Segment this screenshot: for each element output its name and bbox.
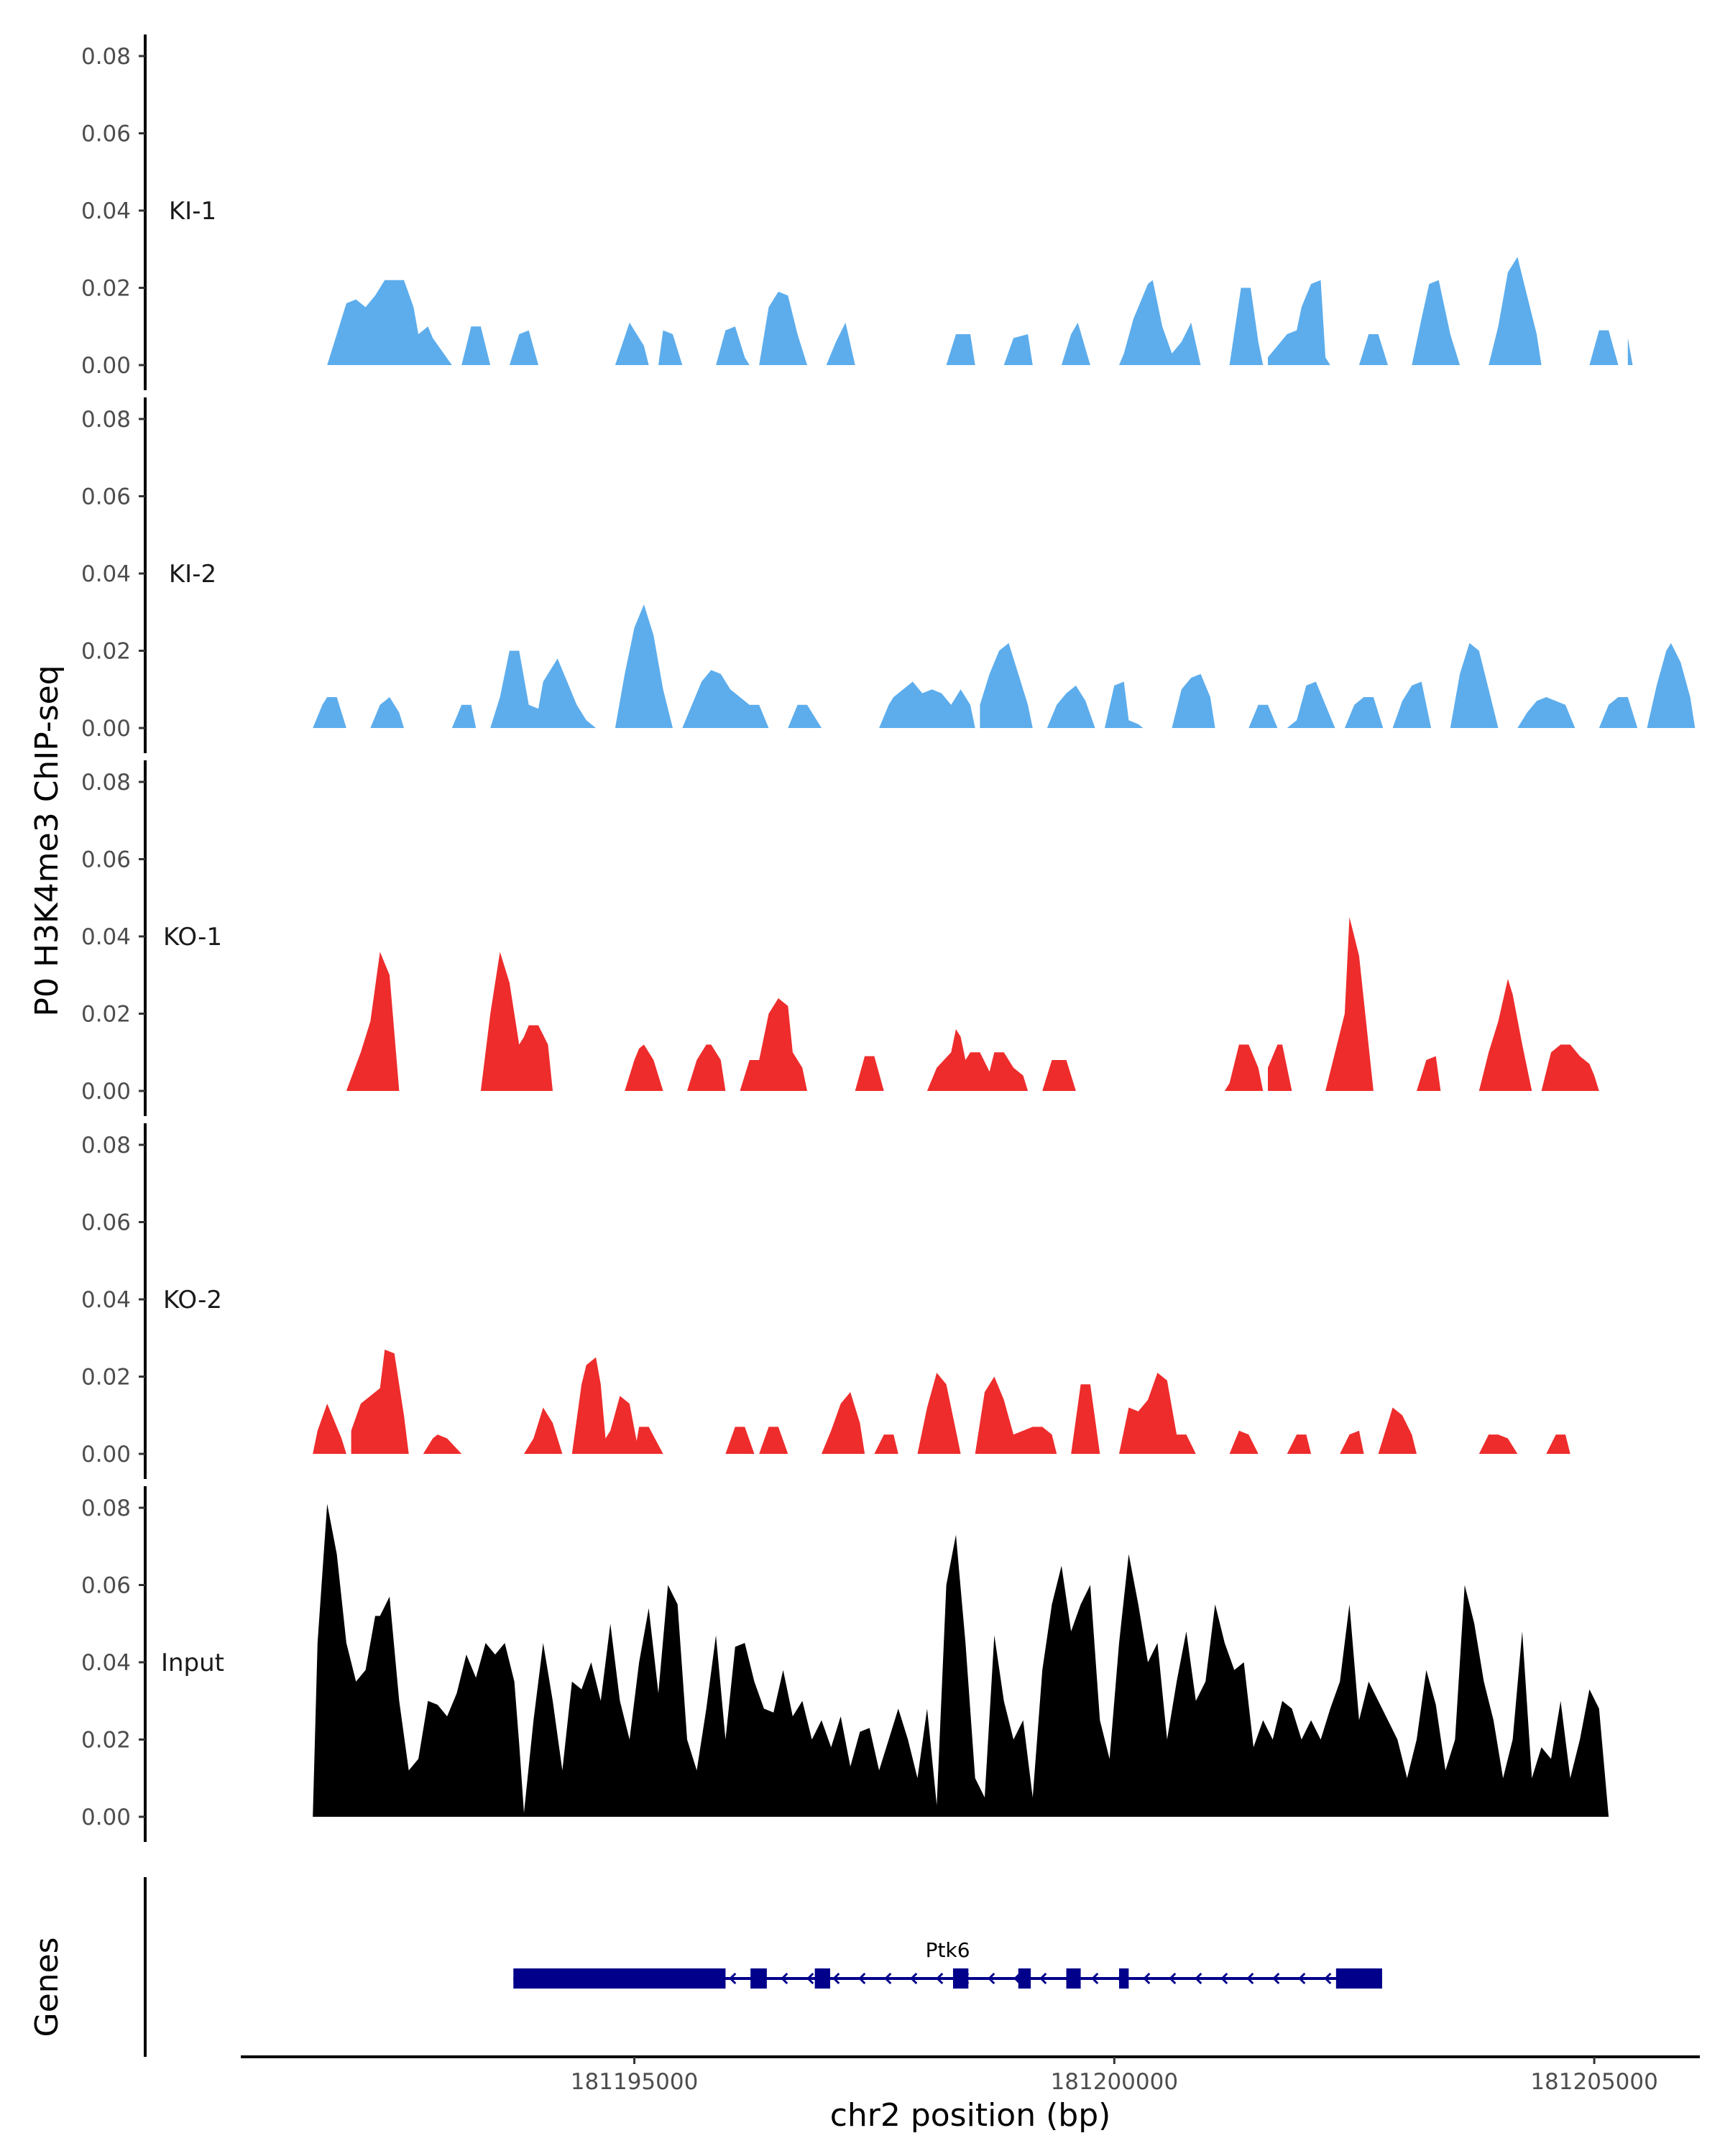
gene-panel: Ptk6 [144,1877,1382,2057]
genes-axis-title: Genes [29,1937,65,2037]
y-tick-label: 0.00 [81,1079,131,1105]
strand-arrow [1220,1972,1228,1985]
y-tick-label: 0.02 [81,276,131,302]
track-label: KO-1 [163,923,222,952]
gene-exon [1119,1968,1129,1989]
y-tick-label: 0.02 [81,1002,131,1028]
y-tick-label: 0.00 [81,353,131,379]
strand-arrow [1272,1972,1280,1985]
x-tick-label: 181205000 [1530,2069,1658,2095]
y-tick-label: 0.08 [81,407,131,433]
y-axis-title: P0 H3K4me3 ChIP-seq [29,665,65,1016]
x-tick-label: 181195000 [571,2069,699,2095]
y-tick-label: 0.08 [81,44,131,70]
strand-arrow [1298,1972,1306,1985]
strand-arrow [858,1972,866,1985]
track-label: KI-2 [169,560,216,589]
strand-arrow [884,1972,892,1985]
y-tick-label: 0.08 [81,770,131,796]
coverage-area-input [313,1503,1609,1817]
strand-arrow [1246,1972,1254,1985]
coverage-area-ko-2 [313,1349,1570,1454]
y-tick-label: 0.08 [81,1133,131,1158]
track-ko-2: 0.00 0.02 0.04 0.06 0.08 KO-2 [81,1123,1570,1479]
track-ko-1: 0.00 0.02 0.04 0.06 0.08 KO-1 [81,760,1599,1116]
track-panels: 0.00 0.02 0.04 0.06 0.08 KI-1 0.00 0.02 0.04 0.06… [81,34,1701,1842]
y-tick-label: 0.06 [81,1573,131,1599]
strand-arrow [806,1972,814,1985]
y-tick-label: 0.00 [81,716,131,742]
x-tick-label: 181200000 [1051,2069,1179,2095]
y-tick-label: 0.04 [81,1650,131,1676]
y-tick-label: 0.06 [81,121,131,147]
strand-arrow [832,1972,840,1985]
gene-exon [952,1968,969,1989]
y-tick-label: 0.02 [81,1728,131,1754]
y-tick-label: 0.06 [81,1210,131,1236]
y-tick-label: 0.04 [81,1287,131,1313]
gene-exon [1018,1968,1031,1989]
track-ki-1: 0.00 0.02 0.04 0.06 0.08 KI-1 [81,34,1633,390]
y-tick-label: 0.02 [81,1365,131,1391]
gene-name-label[interactable]: Ptk6 [926,1938,970,1962]
y-tick-label: 0.04 [81,198,131,224]
strand-arrow [781,1972,788,1985]
strand-arrow [1039,1972,1047,1985]
gene-exon [513,1968,726,1989]
y-tick-label: 0.00 [81,1805,131,1830]
strand-arrow [729,1972,737,1985]
gene-exon [750,1968,767,1989]
coverage-area-ko-1 [346,917,1599,1091]
strand-arrow [910,1972,918,1985]
track-label: KI-1 [169,197,216,226]
track-ki-2: 0.00 0.02 0.04 0.06 0.08 KI-2 [81,397,1701,753]
y-tick-label: 0.02 [81,639,131,665]
y-tick-label: 0.08 [81,1496,131,1521]
gene-exon [1066,1968,1081,1989]
strand-arrow [1324,1972,1332,1985]
gene-exon [814,1968,831,1989]
x-axis-title: chr2 position (bp) [830,2097,1111,2134]
y-tick-label: 0.06 [81,847,131,873]
track-label: Input [161,1649,224,1677]
strand-arrow [1169,1972,1177,1985]
y-tick-label: 0.04 [81,561,131,587]
y-tick-label: 0.06 [81,484,131,510]
track-label: KO-2 [163,1286,222,1314]
track-input: 0.00 0.02 0.04 0.06 0.08 Input [81,1486,1609,1842]
strand-arrow [1195,1972,1202,1985]
strand-arrow [936,1972,944,1985]
y-tick-label: 0.04 [81,924,131,950]
strand-arrow [1091,1972,1099,1985]
x-axis: 181195000 181200000 181205000 [241,2055,1700,2095]
strand-arrow [1143,1972,1151,1985]
strand-arrow [988,1972,995,1985]
y-tick-label: 0.00 [81,1442,131,1468]
coverage-area-ki-2 [313,604,1701,728]
coverage-area-ki-1 [327,257,1633,365]
gene-exon [1335,1968,1382,1989]
